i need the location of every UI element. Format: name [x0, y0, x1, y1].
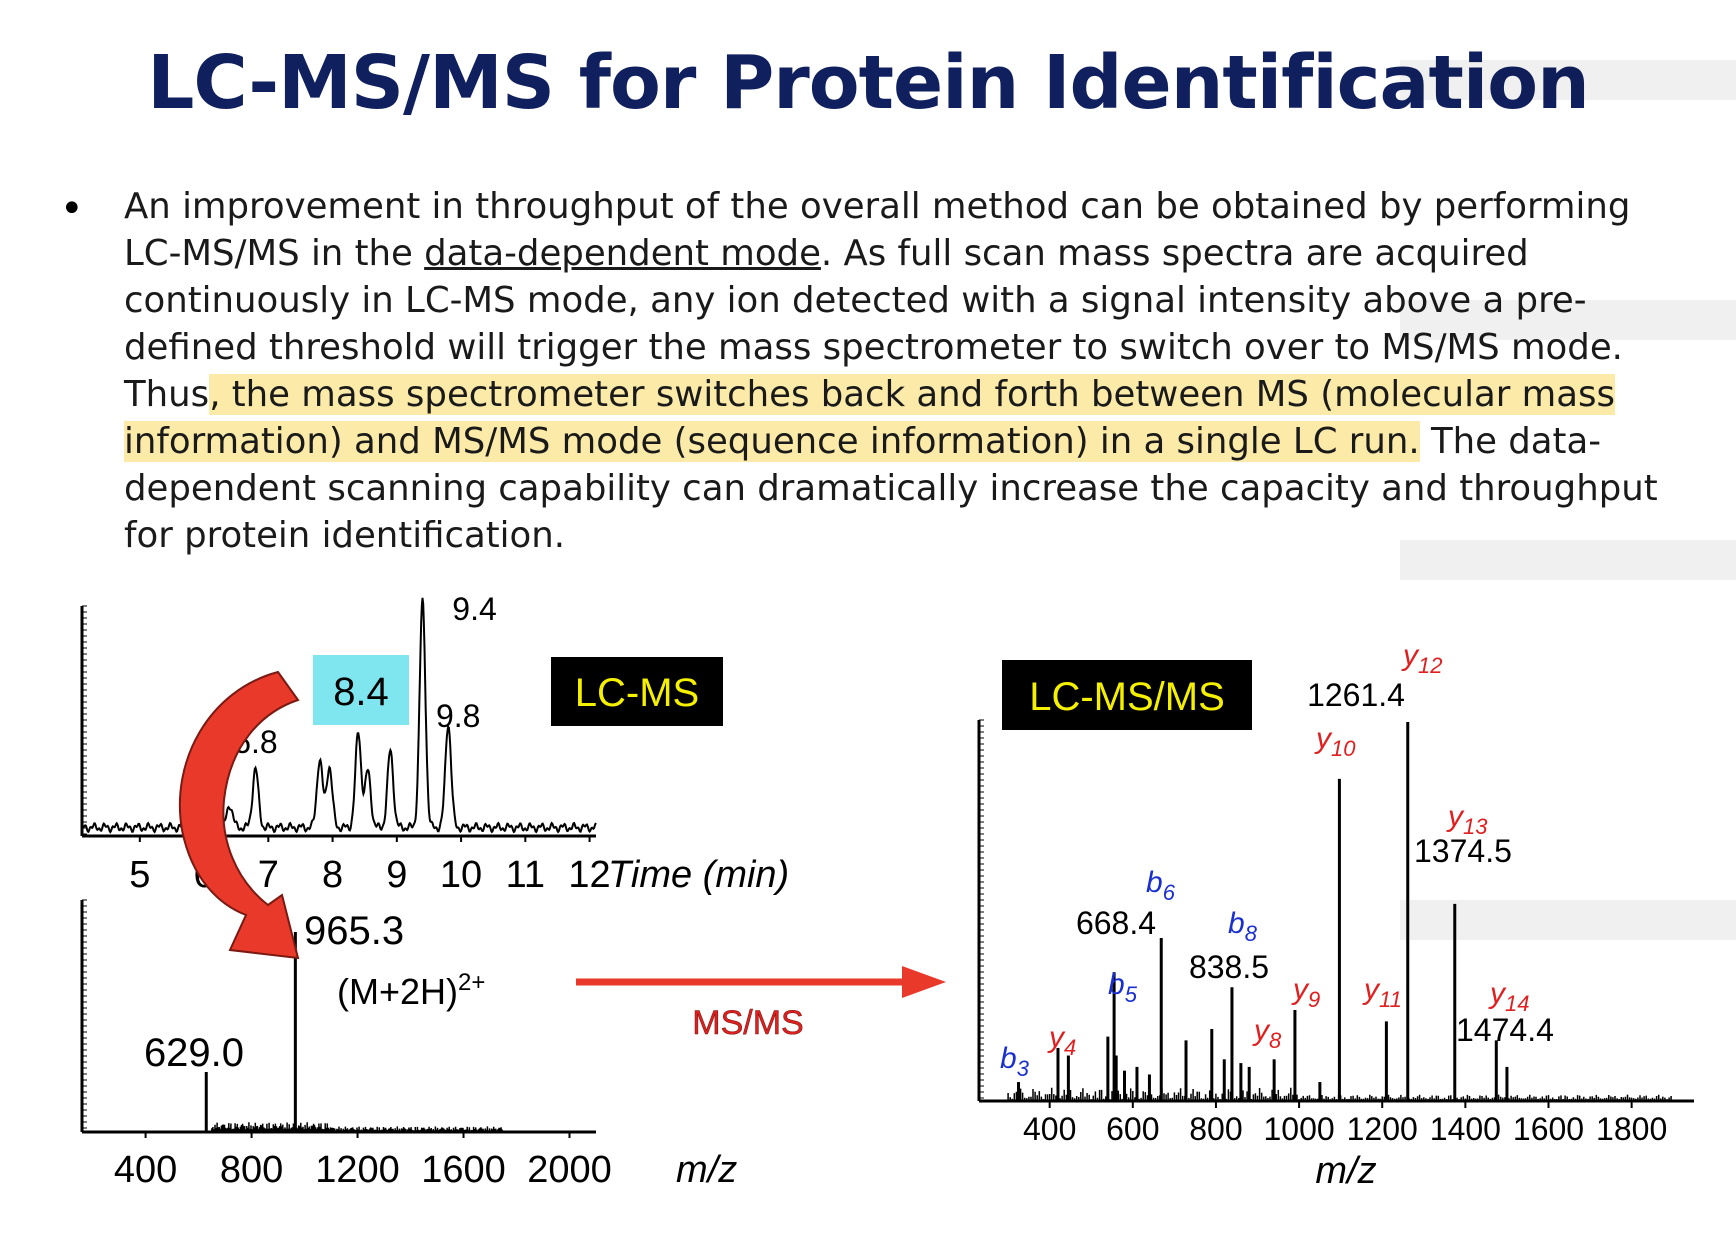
msms-mass-label: 668.4: [1076, 905, 1156, 941]
lc-x-tick-label: 7: [258, 854, 279, 896]
paragraph-text-1: An improvement in throughput of the over…: [124, 186, 1631, 274]
ms-x-tick-label: 800: [220, 1149, 283, 1191]
slide-title: LC-MS/MS for Protein Identification: [147, 40, 1590, 126]
ms-peak-label-965: 965.3: [304, 909, 404, 953]
paragraph-text-2: . As full scan mass spectra are acquired…: [124, 233, 1623, 415]
ion-label-b6: b6: [1146, 866, 1176, 905]
bullet-paragraph: An improvement in throughput of the over…: [124, 183, 1684, 559]
ion-letter: y: [1488, 977, 1507, 1010]
ion-subscript: 11: [1379, 987, 1402, 1012]
ion-label-y13: y13: [1446, 800, 1488, 839]
ion-label-y9: y9: [1291, 973, 1320, 1012]
lc-x-tick-label: 12: [568, 854, 610, 896]
ion-letter: b: [1108, 968, 1125, 1001]
ion-label-y4: y4: [1047, 1021, 1076, 1060]
ion-subscript: 5: [1125, 982, 1138, 1007]
msms-mass-label: 1261.4: [1307, 677, 1405, 713]
right-arrow-icon: [902, 966, 946, 998]
lc-peak-label: 9.8: [436, 698, 480, 734]
paragraph-underlined-term: data-dependent mode: [424, 233, 821, 274]
msms-x-tick-label: 600: [1106, 1111, 1159, 1147]
ms-x-tick-label: 1600: [421, 1149, 506, 1191]
lc-x-tick-label: 8: [322, 854, 343, 896]
arrows: MS/MS: [178, 670, 946, 1042]
ion-label-y12: y12: [1401, 639, 1442, 678]
msms-x-tick-label: 800: [1189, 1111, 1242, 1147]
msms-x-tick-label: 1000: [1263, 1111, 1334, 1147]
paragraph-text-3: The data-dependent scanning capability c…: [124, 421, 1658, 556]
ion-label-y8: y8: [1252, 1014, 1282, 1053]
bullet-marker: •: [60, 186, 84, 232]
ion-letter: b: [1228, 907, 1245, 940]
msms-spectrum: 400 600 800 1000 1200 1400 1600 1800m/zb3y4b5b6…: [977, 639, 1694, 1192]
lc-x-axis-label: Time (min): [608, 854, 789, 896]
msms-x-axis-label: m/z: [1315, 1150, 1376, 1192]
ion-letter: b: [1000, 1042, 1017, 1075]
msms-x-tick-label: 400: [1023, 1111, 1076, 1147]
ion-letter: y: [1446, 800, 1465, 833]
ion-subscript: 8: [1269, 1028, 1282, 1053]
ms-x-tick-label: 2000: [527, 1149, 612, 1191]
ion-letter: y: [1047, 1021, 1066, 1054]
ms-noise-baseline: [211, 1122, 503, 1132]
ion-label-b5: b5: [1108, 968, 1138, 1007]
lc-msms-badge: [1002, 660, 1252, 730]
lc-x-tick-label: 11: [506, 854, 545, 896]
ion-letter: y: [1291, 973, 1310, 1006]
ion-subscript: 3: [1017, 1056, 1030, 1081]
watermark-logo: [1400, 60, 1736, 940]
precursor-ion-label: (M+2H)2+: [337, 969, 485, 1012]
precursor-ion-charge: 2+: [458, 969, 485, 996]
ion-letter: b: [1146, 866, 1163, 899]
curved-arrow-icon: [178, 670, 300, 960]
lc-trace: [81, 597, 597, 834]
ion-label-y10: y10: [1314, 722, 1356, 761]
ion-subscript: 9: [1308, 987, 1320, 1012]
ion-subscript: 14: [1505, 991, 1529, 1016]
lc-x-tick-label: 9: [386, 854, 407, 896]
msms-x-tick-label: 1200: [1347, 1111, 1418, 1147]
precursor-ion-base: (M+2H): [337, 971, 458, 1012]
ms-x-tick-label: 400: [114, 1149, 177, 1191]
ion-letter: y: [1401, 639, 1420, 672]
ion-subscript: 10: [1331, 736, 1356, 761]
ms-x-tick-label: 1200: [315, 1149, 400, 1191]
lc-msms-badge-label: LC-MS/MS: [1029, 675, 1225, 719]
lc-ms-badge-label: LC-MS: [575, 671, 699, 715]
ion-subscript: 4: [1064, 1035, 1076, 1060]
ion-label-y14: y14: [1488, 977, 1529, 1016]
ion-label-b3: b3: [1000, 1042, 1030, 1081]
lc-ms-chromatogram: 56789101112Time (min)6.89.49.88.4LC-MS: [80, 591, 789, 896]
ion-letter: y: [1252, 1014, 1271, 1047]
retention-time-box: [313, 655, 409, 725]
ion-subscript: 12: [1418, 653, 1442, 678]
lc-peak-label: 9.4: [452, 591, 496, 627]
msms-arrow-label: MS/MS: [692, 1004, 803, 1042]
retention-time-label: 8.4: [333, 670, 389, 714]
ion-label-b8: b8: [1228, 907, 1258, 946]
ion-subscript: 8: [1245, 921, 1258, 946]
ms-peak-label-629: 629.0: [144, 1031, 244, 1075]
ms-spectrum: 400 800 1200 1600 2000 m/z 629.0 965.3 (M+2H)2+: [80, 899, 737, 1191]
lc-x-tick-label: 10: [440, 854, 482, 896]
ion-letter: y: [1362, 973, 1381, 1006]
msms-x-tick-label: 1400: [1430, 1111, 1501, 1147]
msms-noise-baseline: [1007, 1087, 1672, 1101]
lc-ms-badge: [551, 657, 723, 726]
msms-x-tick-label: 1600: [1513, 1111, 1584, 1147]
msms-mass-label: 838.5: [1189, 949, 1269, 985]
ion-subscript: 13: [1463, 814, 1488, 839]
ion-label-y11: y11: [1362, 973, 1402, 1012]
msms-x-tick-label: 1800: [1596, 1111, 1667, 1147]
ion-letter: y: [1314, 722, 1333, 755]
msms-mass-label: 1374.5: [1414, 833, 1512, 869]
msms-mass-label: 1474.4: [1456, 1012, 1554, 1048]
ion-subscript: 6: [1163, 880, 1176, 905]
ms-x-axis-label: m/z: [676, 1149, 737, 1191]
lc-x-tick-label: 5: [129, 854, 150, 896]
